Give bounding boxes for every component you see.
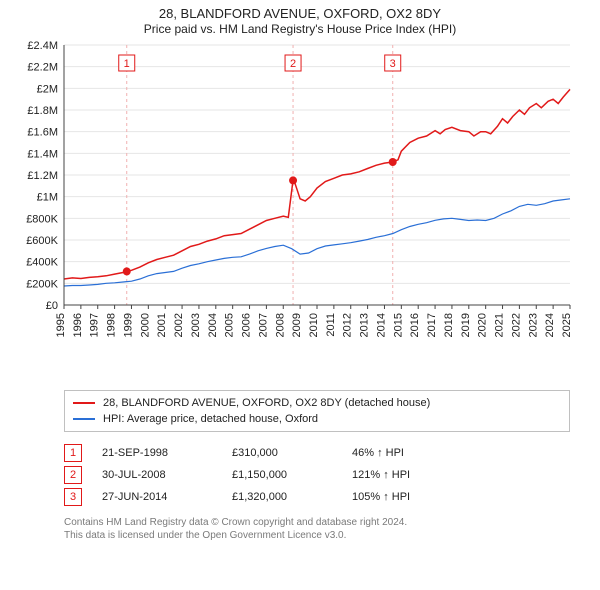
svg-text:2016: 2016 [409,313,421,337]
sale-date: 27-JUN-2014 [102,491,232,503]
svg-text:2020: 2020 [477,313,489,337]
svg-text:£200K: £200K [26,279,58,291]
svg-text:£0: £0 [46,300,58,312]
legend-item: 28, BLANDFORD AVENUE, OXFORD, OX2 8DY (d… [73,395,561,411]
sale-date: 30-JUL-2008 [102,469,232,481]
svg-text:1999: 1999 [122,313,134,337]
svg-text:3: 3 [390,58,396,70]
svg-text:£400K: £400K [26,257,58,269]
chart-title-line2: Price paid vs. HM Land Registry's House … [8,22,592,37]
svg-text:2013: 2013 [359,313,371,337]
svg-text:2018: 2018 [443,313,455,337]
chart-container: £0 £200K £400K £600K £800K £1M £1.2M £1.4M £1.6M… [8,37,592,382]
footer-line1: Contains HM Land Registry data © Crown c… [64,516,570,529]
svg-text:2011: 2011 [325,313,337,337]
svg-text:1996: 1996 [72,313,84,337]
sale-price: £310,000 [232,447,352,459]
legend-swatch [73,418,95,420]
sale-badge: 1 [64,444,82,462]
svg-text:2004: 2004 [207,313,219,337]
svg-text:£800K: £800K [26,214,58,226]
sale-date: 21-SEP-1998 [102,447,232,459]
svg-text:2010: 2010 [308,313,320,337]
footer-line2: This data is licensed under the Open Gov… [64,529,570,542]
svg-text:2017: 2017 [426,313,438,337]
svg-text:£2.2M: £2.2M [27,62,58,74]
svg-text:2021: 2021 [494,313,506,337]
svg-text:£2M: £2M [37,84,58,96]
sale-price: £1,320,000 [232,491,352,503]
svg-text:2022: 2022 [510,313,522,337]
sale-row: 2 30-JUL-2008£1,150,000121% ↑ HPI [64,464,570,486]
svg-text:2000: 2000 [139,313,151,337]
svg-text:£1.8M: £1.8M [27,105,58,117]
chart-titles: 28, BLANDFORD AVENUE, OXFORD, OX2 8DY Pr… [8,6,592,37]
svg-text:1: 1 [124,58,130,70]
sale-vs-hpi: 46% ↑ HPI [352,447,472,459]
svg-text:£1M: £1M [37,192,58,204]
svg-text:2002: 2002 [173,313,185,337]
svg-text:2003: 2003 [190,313,202,337]
svg-text:2023: 2023 [527,313,539,337]
svg-text:£1.2M: £1.2M [27,170,58,182]
price-chart: £0 £200K £400K £600K £800K £1M £1.2M £1.4M £1.6M… [8,37,592,377]
svg-text:2014: 2014 [375,313,387,337]
sale-row: 1 21-SEP-1998£310,00046% ↑ HPI [64,442,570,464]
svg-text:2019: 2019 [460,313,472,337]
sale-badge: 2 [64,466,82,484]
sale-vs-hpi: 121% ↑ HPI [352,469,472,481]
sale-vs-hpi: 105% ↑ HPI [352,491,472,503]
legend-swatch [73,402,95,404]
svg-text:£600K: £600K [26,235,58,247]
svg-text:2006: 2006 [241,313,253,337]
svg-text:2001: 2001 [156,313,168,337]
svg-text:2012: 2012 [342,313,354,337]
svg-text:2: 2 [290,58,296,70]
chart-title-line1: 28, BLANDFORD AVENUE, OXFORD, OX2 8DY [8,6,592,22]
svg-text:2025: 2025 [561,313,573,337]
legend-label: HPI: Average price, detached house, Oxfo… [103,413,318,425]
svg-text:2007: 2007 [257,313,269,337]
legend-item: HPI: Average price, detached house, Oxfo… [73,411,561,427]
svg-text:1998: 1998 [106,313,118,337]
svg-text:1995: 1995 [55,313,67,337]
svg-text:2015: 2015 [392,313,404,337]
svg-text:2024: 2024 [544,313,556,337]
sales-table: 1 21-SEP-1998£310,00046% ↑ HPI 2 30-JUL-200… [64,442,570,508]
sale-badge: 3 [64,488,82,506]
attribution-footer: Contains HM Land Registry data © Crown c… [64,516,570,542]
svg-text:2008: 2008 [274,313,286,337]
sale-row: 3 27-JUN-2014£1,320,000105% ↑ HPI [64,486,570,508]
svg-text:£1.4M: £1.4M [27,149,58,161]
chart-legend: 28, BLANDFORD AVENUE, OXFORD, OX2 8DY (d… [64,390,570,432]
svg-text:£1.6M: £1.6M [27,127,58,139]
svg-text:1997: 1997 [89,313,101,337]
svg-text:£2.4M: £2.4M [27,40,58,52]
legend-label: 28, BLANDFORD AVENUE, OXFORD, OX2 8DY (d… [103,397,430,409]
svg-text:2005: 2005 [224,313,236,337]
svg-text:2009: 2009 [291,313,303,337]
sale-price: £1,150,000 [232,469,352,481]
